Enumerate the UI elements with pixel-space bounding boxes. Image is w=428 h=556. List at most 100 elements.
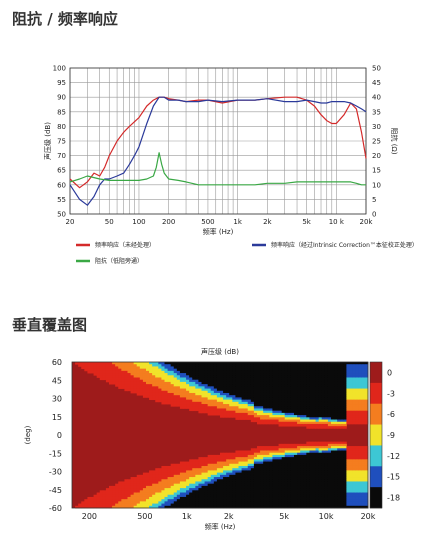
heatmap-cell [358,375,363,378]
heatmap-cell [96,373,101,376]
heatmap-cell [189,485,193,489]
heatmap-cell [284,406,289,409]
heatmap-cell [287,450,292,454]
heatmap-cell [281,472,286,476]
heatmap-cell [278,477,283,480]
heatmap-cell [229,410,233,414]
heatmap-cell [220,496,224,500]
heatmap-cell [343,481,347,485]
heatmap-cell [189,479,193,482]
heatmap-cell [352,446,357,449]
heatmap-cell [164,501,168,504]
heatmap-cell [250,373,255,376]
heatmap-cell [115,494,119,498]
heatmap-cell [226,490,230,493]
heatmap-cell [358,492,363,496]
heatmap-cell [173,483,178,487]
heatmap-cell [358,483,363,487]
heatmap-cell [133,483,138,487]
y2-tick-label: 35 [372,108,381,116]
heatmap-cell [364,379,369,383]
heatmap-cell [167,368,172,372]
heatmap-cell [300,463,304,467]
heatmap-cell [155,479,159,482]
heatmap-cell [235,417,239,420]
heatmap-cell [192,362,196,365]
heatmap-cell [220,362,224,365]
heatmap-cell [192,388,196,392]
heatmap-cell [315,490,320,493]
heatmap-cell [309,388,313,392]
heatmap-cell [130,499,135,502]
heatmap-cell [337,423,341,427]
heatmap-cell [315,366,320,370]
heatmap-cell [272,401,276,405]
heatmap-cell [127,368,131,372]
heatmap-cell [124,370,128,374]
heatmap-cell [278,421,283,425]
heatmap-cell [158,373,162,376]
heatmap-cell [290,488,295,491]
heatmap-cell [294,479,298,482]
heatmap-cell [346,496,350,500]
heatmap-cell [287,419,292,423]
heatmap-cell [235,450,239,454]
heatmap-cell [321,477,326,480]
heatmap-cell [340,481,344,485]
heatmap-cell [210,408,215,412]
heatmap-cell [346,395,350,398]
heatmap-cell [361,415,366,418]
heatmap-cell [294,390,298,394]
heatmap-cell [235,459,239,462]
heatmap-cell [284,461,289,465]
heatmap-cell [238,488,242,491]
heatmap-cell [192,395,196,398]
heatmap-cell [281,505,286,509]
heatmap-cell [327,364,332,367]
heatmap-cell [303,384,307,387]
heatmap-cell [207,468,212,471]
heatmap-cell [324,457,329,460]
heatmap-cell [186,381,190,385]
heatmap-cell [105,375,110,378]
heatmap-cell [146,485,150,489]
heatmap-cell [216,492,221,496]
heatmap-cell [250,381,255,385]
heatmap-cell [346,401,350,405]
heatmap-cell [207,505,212,509]
heatmap-cell [213,384,218,387]
heatmap-cell [349,388,353,392]
heatmap-cell [306,465,310,469]
heatmap-cell [216,412,221,416]
heatmap-cell [355,375,360,378]
heatmap-cell [192,485,196,489]
heatmap-cell [149,368,153,372]
heatmap-cell [340,417,344,420]
heatmap-cell [361,388,366,392]
heatmap-cell [136,479,141,482]
heatmap-cell [300,399,304,403]
heatmap-cell [186,479,190,482]
heatmap-cell [315,472,320,476]
heatmap-cell [142,477,147,480]
heatmap-cell [349,465,353,469]
heatmap-cell [272,377,276,381]
heatmap-cell [287,479,292,482]
heatmap-cell [281,392,286,396]
heatmap-cell [269,481,273,485]
heatmap-cell [312,477,316,480]
heatmap-cell [364,448,369,451]
heatmap-cell [272,499,276,502]
heatmap-cell [216,392,221,396]
heatmap-cell [179,404,184,407]
heatmap-cell [281,364,286,367]
heatmap-cell [315,461,320,465]
heatmap-cell [167,481,172,485]
heatmap-cell [127,481,131,485]
heatmap-cell [213,503,218,507]
heatmap-cell [179,503,184,507]
heatmap-cell [331,492,335,496]
heatmap-cell [263,390,267,394]
heatmap-cell [220,463,224,467]
heatmap-cell [198,375,202,378]
